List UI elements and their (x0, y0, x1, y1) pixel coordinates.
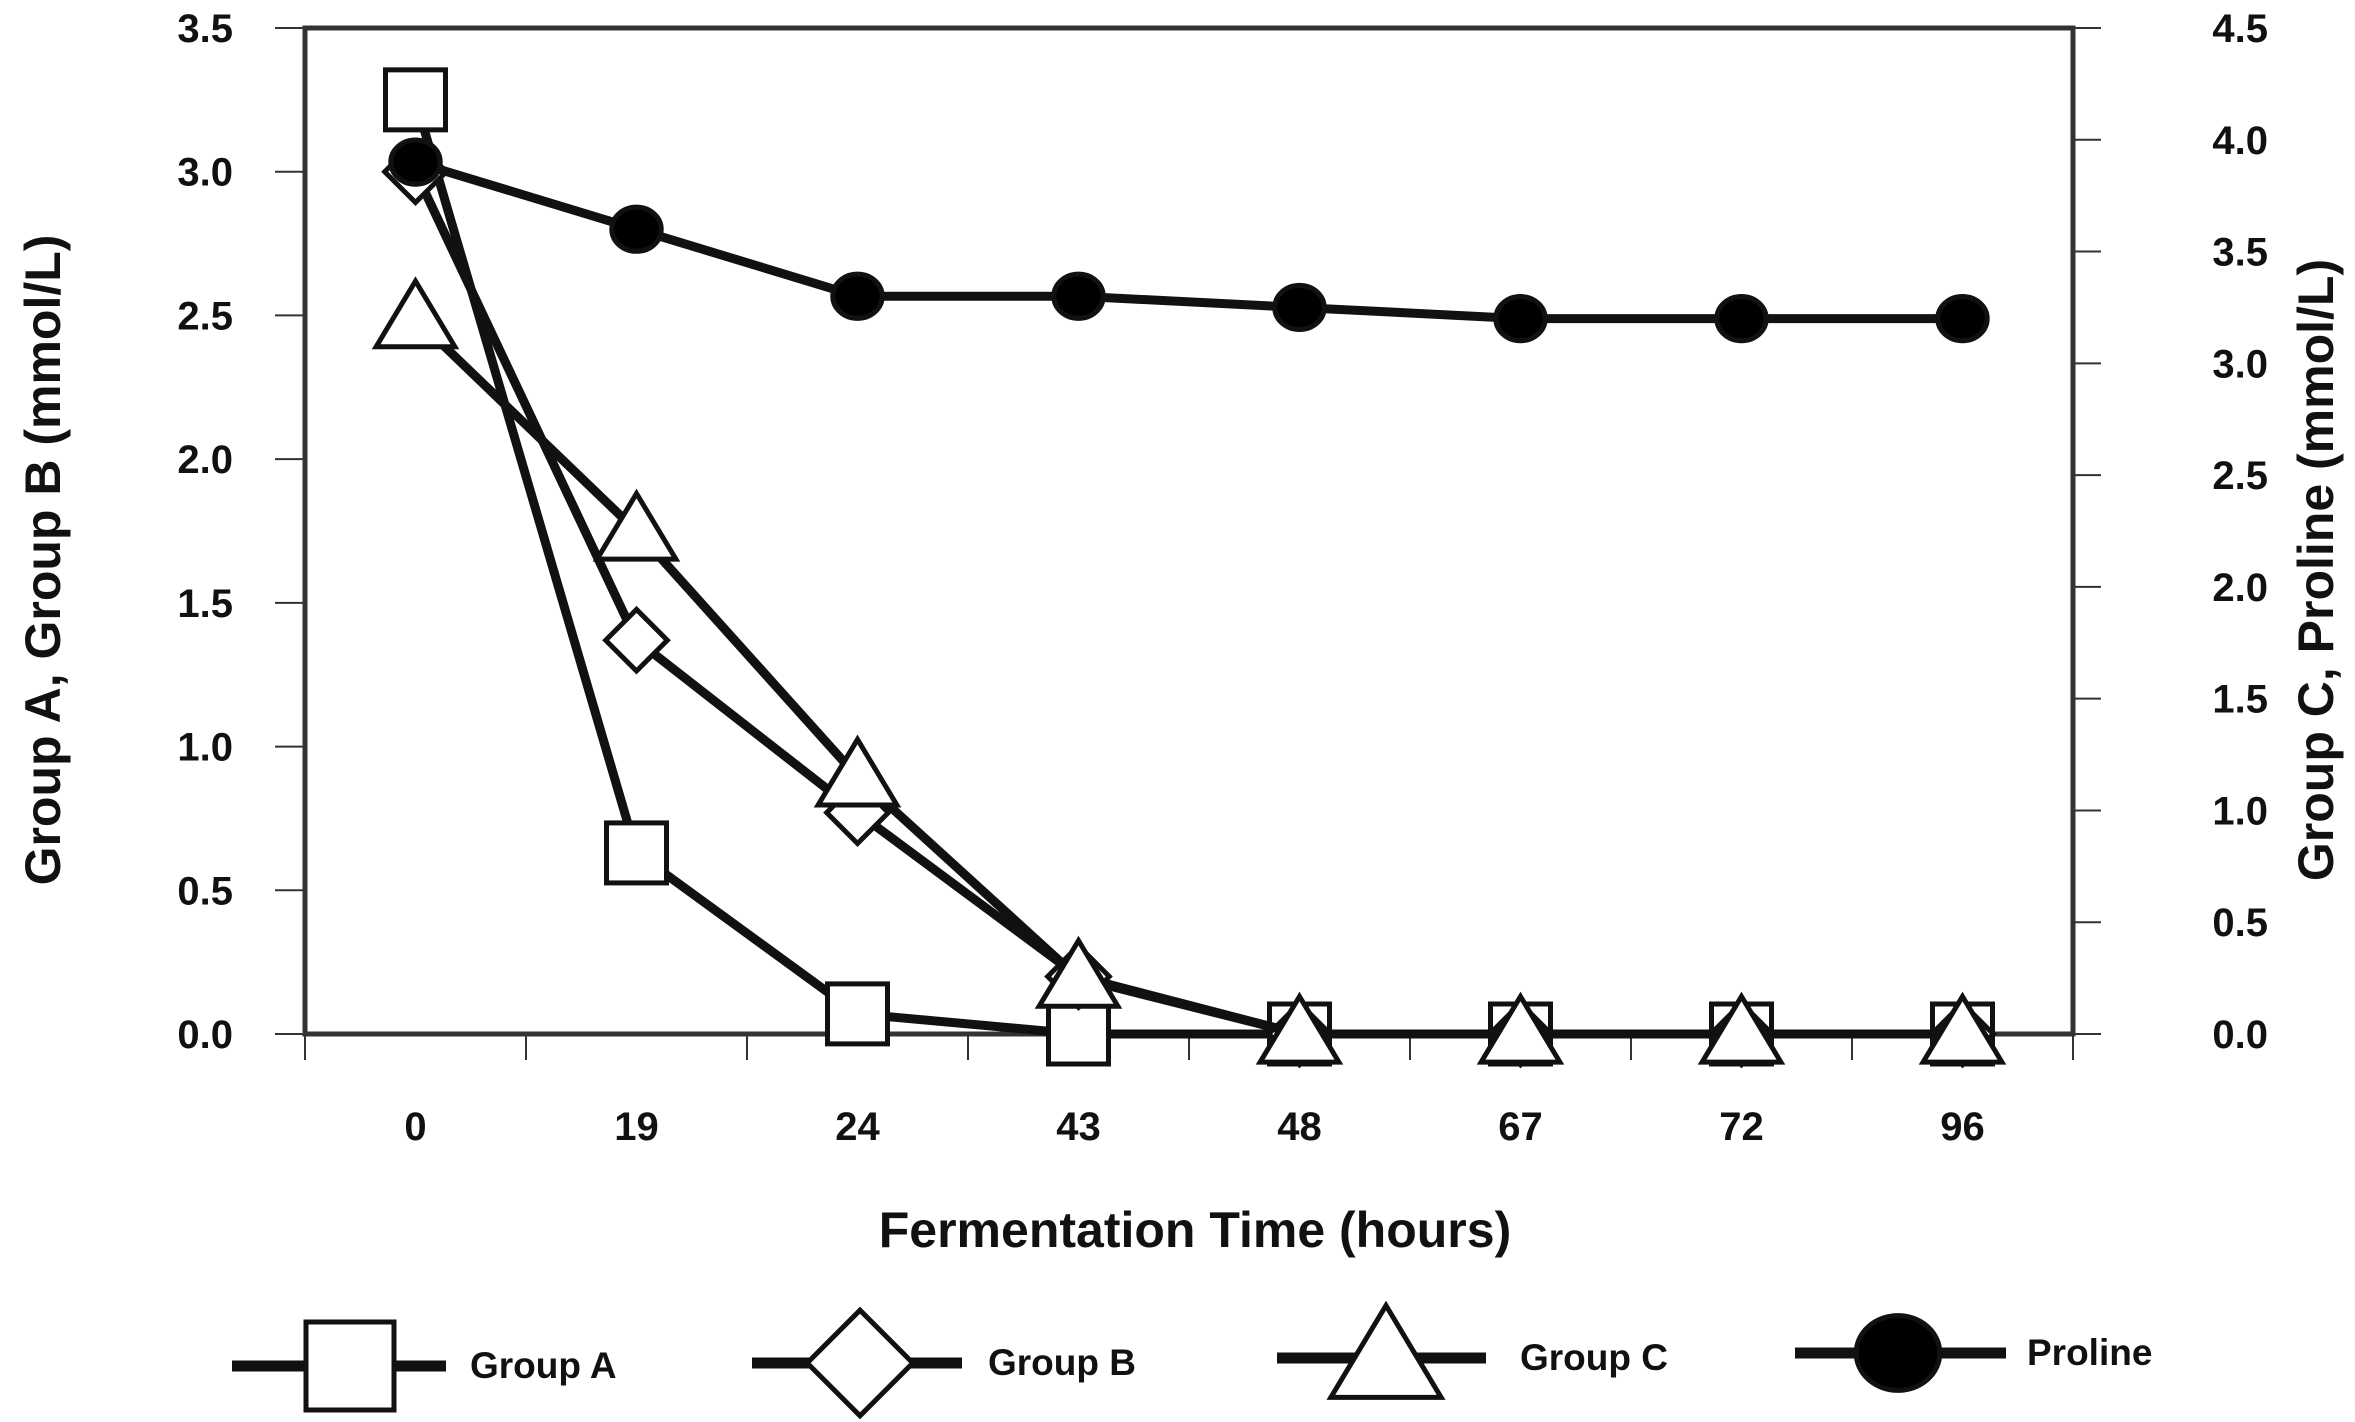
y-right-tick-label: 2.5 (2212, 454, 2268, 498)
legend-label: Group A (470, 1345, 617, 1386)
legend: Group A Group B Group C Proline (232, 1300, 2152, 1420)
y-right-tick-label: 2.0 (2212, 566, 2268, 610)
series-layer (371, 67, 2007, 1069)
legend-item-proline: Proline (1795, 1313, 2152, 1393)
data-point-group-c (592, 488, 681, 562)
series-line-group-c (412, 315, 1963, 1039)
legend-marker-proline (1853, 1313, 1943, 1393)
data-point-group-c (1918, 991, 2007, 1065)
y-right-tick-label: 1.5 (2212, 678, 2268, 722)
y-left-tick-label: 1.5 (177, 582, 233, 626)
y-left-tick-label: 0.0 (177, 1013, 233, 1057)
y-right-tick-label: 4.5 (2212, 7, 2268, 51)
data-point-proline (1051, 271, 1106, 321)
data-point-group-c (1034, 935, 1123, 1009)
x-tick-label: 0 (404, 1105, 426, 1149)
data-point-proline (388, 137, 443, 187)
data-point-proline (1493, 294, 1548, 344)
x-axis: 0 19 24 43 48 67 72 96 (304, 1034, 2074, 1149)
data-point-group-a (825, 981, 890, 1047)
data-point-group-c (1697, 991, 1786, 1065)
x-tick-label: 67 (1498, 1105, 1543, 1149)
x-tick-label: 48 (1277, 1105, 1322, 1149)
y-axis-left: 0.0 0.5 1.0 1.5 2.0 2.5 3.0 3.5 (177, 7, 305, 1057)
y-right-tick-label: 3.5 (2212, 231, 2268, 275)
legend-label: Group C (1520, 1337, 1668, 1378)
x-tick-label: 19 (614, 1105, 659, 1149)
legend-marker-group-c (1326, 1300, 1446, 1400)
legend-item-group-a: Group A (232, 1319, 617, 1413)
y-right-tick-label: 1.0 (2212, 789, 2268, 833)
y-left-tick-label: 2.0 (177, 438, 233, 482)
data-point-proline (1714, 294, 1769, 344)
x-tick-label: 24 (835, 1105, 880, 1149)
legend-marker-group-b (803, 1306, 917, 1420)
data-point-group-a (1046, 1001, 1111, 1067)
y-left-tick-label: 2.5 (177, 294, 233, 338)
x-tick-label: 96 (1940, 1105, 1985, 1149)
y-left-tick-label: 0.5 (177, 869, 233, 913)
legend-item-group-b: Group B (752, 1306, 1136, 1420)
y-right-tick-label: 3.0 (2212, 342, 2268, 386)
series-proline (388, 137, 1990, 344)
y-right-tick-label: 0.5 (2212, 901, 2268, 945)
legend-marker-group-a (303, 1319, 397, 1413)
plot-frame (302, 25, 2076, 1037)
series-line-proline (414, 157, 1963, 324)
data-point-proline (609, 204, 664, 254)
series-group-c (371, 276, 2007, 1065)
y-right-tick-label: 0.0 (2212, 1013, 2268, 1057)
x-tick-label: 72 (1719, 1105, 1764, 1149)
data-point-proline (1935, 294, 1990, 344)
legend-label: Proline (2027, 1332, 2152, 1373)
data-point-group-b (602, 605, 671, 675)
data-point-proline (830, 271, 885, 321)
data-point-group-c (1255, 991, 1344, 1065)
y-left-tick-label: 1.0 (177, 726, 233, 770)
data-point-group-c (371, 276, 460, 350)
y-right-tick-label: 4.0 (2212, 119, 2268, 163)
data-point-group-a (383, 67, 448, 133)
y-left-tick-label: 3.0 (177, 151, 233, 195)
y-left-tick-label: 3.5 (177, 7, 233, 51)
data-point-group-c (1476, 991, 1565, 1065)
y-axis-right: 0.0 0.5 1.0 1.5 2.0 2.5 3.0 3.5 4.0 4.5 (2073, 7, 2268, 1057)
y-axis-left-title: Group A, Group B (mmol/L) (15, 235, 71, 886)
data-point-group-c (813, 734, 902, 808)
x-axis-title: Fermentation Time (hours) (879, 1202, 1511, 1258)
legend-item-group-c: Group C (1277, 1300, 1668, 1400)
data-point-proline (1272, 282, 1327, 333)
y-axis-right-title: Group C, Proline (mmol/L) (2288, 259, 2344, 881)
x-tick-label: 43 (1056, 1105, 1101, 1149)
data-point-group-a (604, 820, 669, 886)
legend-label: Group B (988, 1342, 1136, 1383)
